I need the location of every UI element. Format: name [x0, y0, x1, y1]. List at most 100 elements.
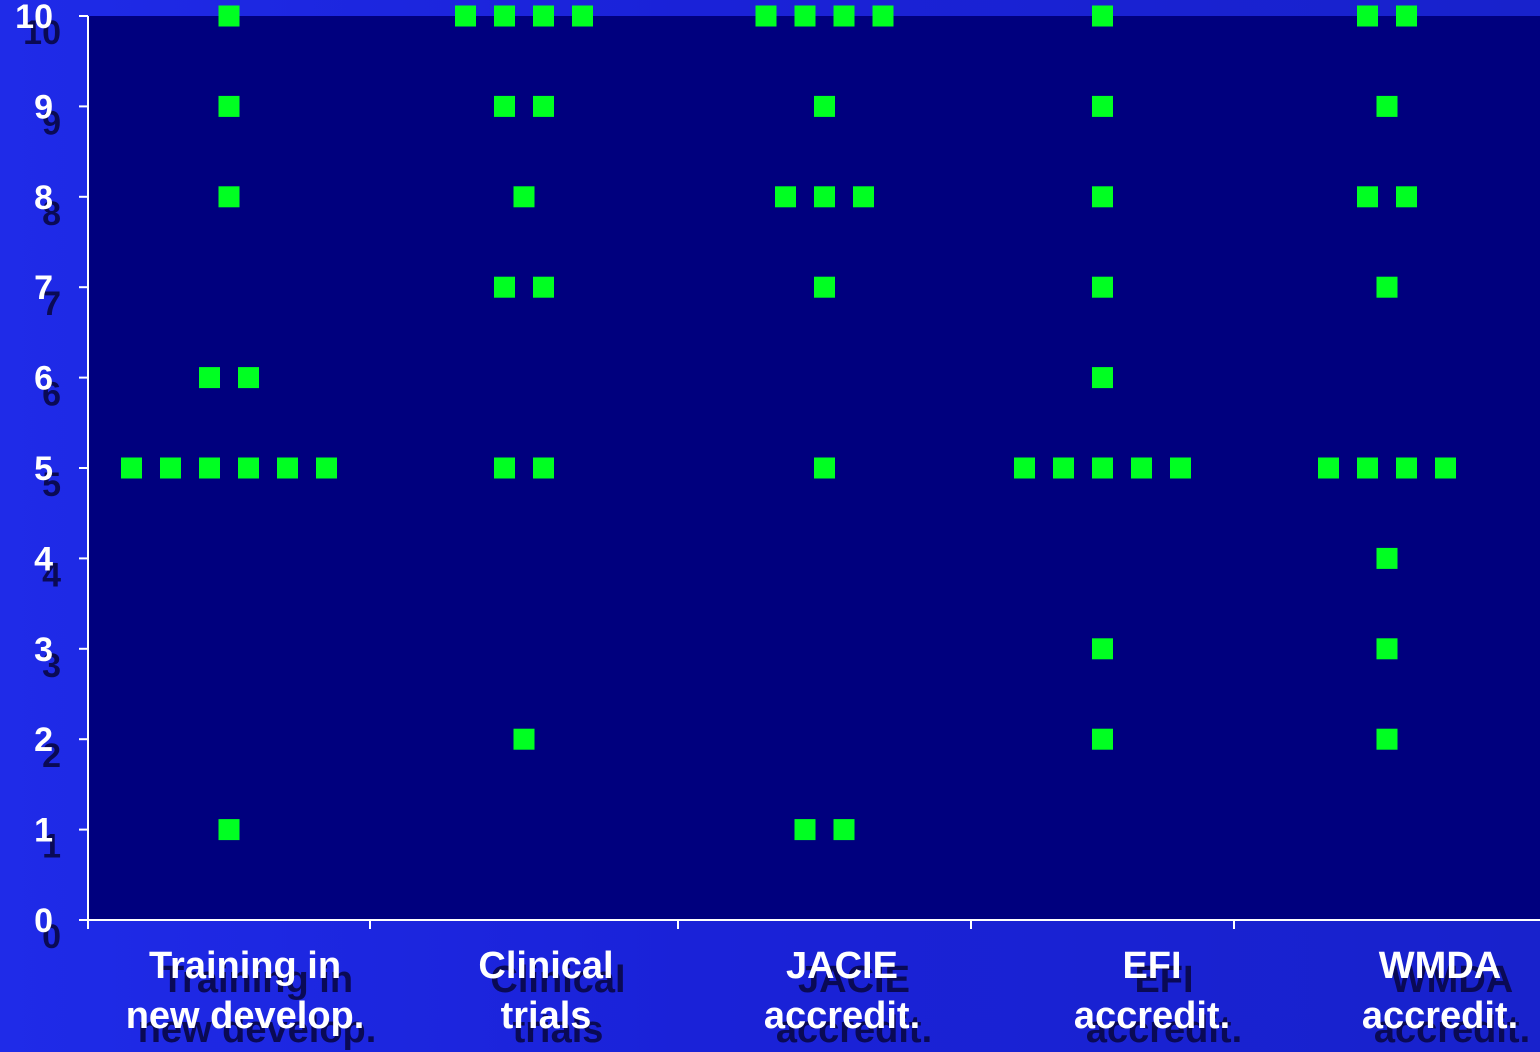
data-point [1053, 457, 1074, 479]
data-point [1170, 457, 1191, 479]
y-tick-label: 3 [34, 631, 53, 669]
x-category-label: new develop. [126, 995, 365, 1037]
data-point [533, 276, 554, 298]
y-tick-label-shadow: 7 [42, 285, 61, 323]
y-tick-label: 2 [34, 721, 53, 759]
data-point [1376, 728, 1398, 750]
data-point [1092, 186, 1113, 208]
data-point [218, 5, 240, 27]
x-category-label: Clinical [478, 945, 613, 987]
data-point [572, 5, 593, 27]
y-tick-label: 7 [34, 269, 53, 307]
data-point [814, 95, 835, 117]
data-point [1318, 457, 1339, 479]
data-point [775, 186, 796, 208]
y-tick-label-shadow: 0 [42, 918, 61, 956]
data-point [1092, 276, 1113, 298]
y-tick-label: 1 [34, 812, 53, 850]
data-point [238, 457, 259, 479]
x-category-label-shadow: trials [513, 1009, 604, 1051]
data-point [1092, 728, 1113, 750]
data-point [533, 5, 554, 27]
data-point [872, 5, 894, 27]
x-category-label-shadow: new develop. [138, 1009, 377, 1051]
data-point [1435, 457, 1456, 479]
y-tick-label-shadow: 6 [42, 376, 61, 414]
y-tick-label: 8 [34, 179, 53, 217]
data-point [533, 95, 554, 117]
data-point [833, 5, 855, 27]
x-category-label: Training in [149, 945, 341, 987]
data-point [121, 457, 142, 479]
data-point [494, 457, 515, 479]
data-point [1376, 547, 1398, 569]
data-point [494, 5, 515, 27]
x-category-label: trials [501, 995, 592, 1037]
data-point [455, 5, 476, 27]
data-point [1396, 5, 1417, 27]
x-category-label: accredit. [1362, 995, 1518, 1037]
data-point [1092, 367, 1113, 389]
data-point [1357, 5, 1378, 27]
x-category-label: JACIE [786, 945, 898, 987]
data-point [1396, 186, 1417, 208]
y-tick-label-shadow: 4 [42, 556, 61, 594]
y-tick-label-shadow: 3 [42, 647, 61, 685]
x-category-label-shadow: accredit. [1086, 1009, 1242, 1051]
y-tick-label: 9 [34, 88, 53, 126]
data-point [1376, 276, 1398, 298]
data-point [794, 819, 816, 841]
y-tick-label: 10 [15, 0, 53, 36]
data-point [199, 457, 220, 479]
data-point [1357, 457, 1378, 479]
x-category-label: WMDA [1379, 945, 1501, 987]
data-point [494, 95, 515, 117]
data-point [513, 728, 535, 750]
data-point [1376, 638, 1398, 660]
data-point [533, 457, 554, 479]
data-point [814, 276, 835, 298]
data-point [277, 457, 298, 479]
x-category-label-shadow: accredit. [1374, 1009, 1530, 1051]
data-point [199, 367, 220, 389]
data-point [1131, 457, 1152, 479]
y-tick-label: 5 [34, 450, 53, 488]
data-point [1092, 638, 1113, 660]
data-point [1092, 5, 1113, 27]
data-point [513, 186, 535, 208]
y-tick-label: 6 [34, 360, 53, 398]
data-point [1014, 457, 1035, 479]
y-tick-label-shadow: 2 [42, 737, 61, 775]
y-tick-label-shadow: 10 [23, 14, 61, 52]
x-category-label: accredit. [1074, 995, 1230, 1037]
data-point [218, 95, 240, 117]
y-tick-label-shadow: 5 [42, 466, 61, 504]
data-point [814, 457, 835, 479]
data-point [853, 186, 874, 208]
x-category-label-shadow: Clinical [490, 959, 625, 1001]
data-point [794, 5, 816, 27]
data-point [1092, 457, 1113, 479]
y-tick-label-shadow: 1 [42, 828, 61, 866]
data-point [316, 457, 337, 479]
x-category-label: accredit. [764, 995, 920, 1037]
data-point [814, 186, 835, 208]
x-category-label-shadow: WMDA [1391, 959, 1513, 1001]
data-point [1396, 457, 1417, 479]
data-point [218, 819, 240, 841]
x-category-label-shadow: JACIE [798, 959, 910, 1001]
data-point [218, 186, 240, 208]
x-category-label-shadow: accredit. [776, 1009, 932, 1051]
data-point [1092, 95, 1113, 117]
x-category-label-shadow: Training in [161, 959, 353, 1001]
data-point [755, 5, 777, 27]
data-point [1376, 95, 1398, 117]
x-category-label: EFI [1122, 945, 1181, 987]
data-point [1357, 186, 1378, 208]
y-tick-label-shadow: 9 [42, 104, 61, 142]
data-point [494, 276, 515, 298]
y-tick-label-shadow: 8 [42, 195, 61, 233]
y-tick-label: 4 [34, 540, 53, 578]
data-point [160, 457, 181, 479]
